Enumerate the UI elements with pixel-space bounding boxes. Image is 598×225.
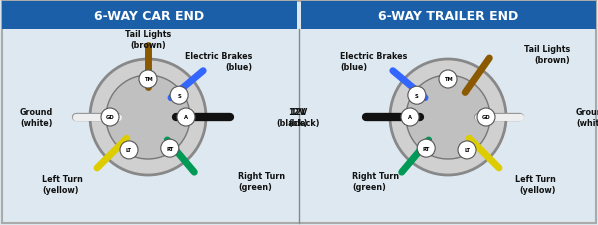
Text: RT: RT bbox=[423, 146, 430, 151]
Text: 6-WAY CAR END: 6-WAY CAR END bbox=[94, 9, 204, 22]
Circle shape bbox=[90, 60, 206, 175]
Text: RT: RT bbox=[166, 146, 173, 151]
Circle shape bbox=[106, 76, 190, 159]
Circle shape bbox=[439, 71, 457, 89]
Circle shape bbox=[120, 141, 138, 159]
Circle shape bbox=[458, 141, 476, 159]
Circle shape bbox=[406, 76, 490, 159]
Text: A: A bbox=[408, 115, 412, 120]
Bar bbox=[2, 2, 297, 30]
Text: 12V
(black): 12V (black) bbox=[288, 108, 319, 128]
Text: Electric Brakes
(blue): Electric Brakes (blue) bbox=[185, 52, 252, 72]
Text: S: S bbox=[415, 93, 419, 98]
Text: Ground
(white): Ground (white) bbox=[20, 108, 53, 128]
Circle shape bbox=[101, 108, 119, 126]
Text: Ground
(white): Ground (white) bbox=[576, 108, 598, 128]
Text: Left Turn
(yellow): Left Turn (yellow) bbox=[515, 174, 556, 194]
Text: S: S bbox=[177, 93, 181, 98]
Text: 6-WAY TRAILER END: 6-WAY TRAILER END bbox=[378, 9, 518, 22]
Circle shape bbox=[477, 108, 495, 126]
Circle shape bbox=[139, 71, 157, 89]
Text: 12V
(black): 12V (black) bbox=[276, 108, 308, 128]
Circle shape bbox=[390, 60, 506, 175]
Bar bbox=[301, 2, 596, 30]
Text: GD: GD bbox=[106, 115, 114, 120]
Text: Electric Brakes
(blue): Electric Brakes (blue) bbox=[340, 52, 407, 72]
Text: TM: TM bbox=[444, 77, 452, 82]
Circle shape bbox=[417, 140, 435, 158]
Text: Tail Lights
(brown): Tail Lights (brown) bbox=[524, 45, 570, 65]
Text: Tail Lights
(brown): Tail Lights (brown) bbox=[125, 30, 171, 50]
Circle shape bbox=[177, 108, 195, 126]
Text: LT: LT bbox=[126, 148, 132, 153]
Text: TM: TM bbox=[144, 77, 152, 82]
Circle shape bbox=[408, 87, 426, 105]
Text: Right Turn
(green): Right Turn (green) bbox=[238, 171, 285, 191]
Circle shape bbox=[401, 108, 419, 126]
Text: LT: LT bbox=[464, 148, 470, 153]
Circle shape bbox=[170, 87, 188, 105]
Circle shape bbox=[161, 140, 179, 158]
Text: A: A bbox=[184, 115, 188, 120]
Text: Right Turn
(green): Right Turn (green) bbox=[352, 171, 399, 191]
Text: Left Turn
(yellow): Left Turn (yellow) bbox=[42, 174, 83, 194]
Text: GD: GD bbox=[481, 115, 490, 120]
